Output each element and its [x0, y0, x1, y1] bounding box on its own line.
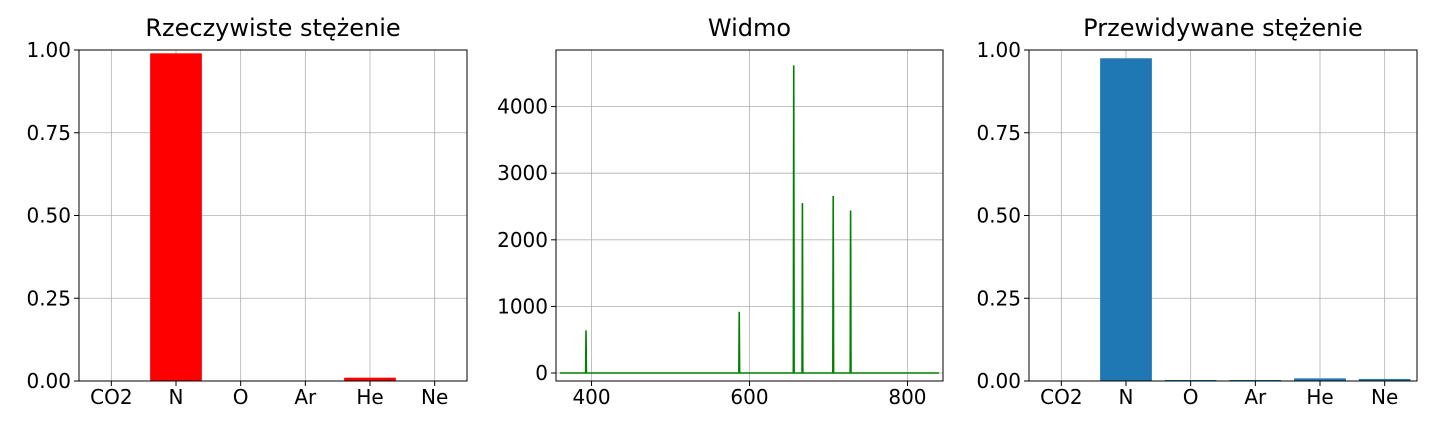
bar-He — [344, 377, 396, 381]
bar-N — [1100, 58, 1152, 382]
y-tick-label: 0.75 — [26, 121, 71, 145]
x-tick-label: He — [1306, 385, 1333, 409]
bar-Ne — [1358, 379, 1411, 381]
chart-panel-2: Widmo 0 1000 2000 3000 4000 400 600 800 — [497, 14, 944, 409]
x-tick-label: CO2 — [1040, 385, 1082, 409]
chart-panel-3: Przewidywane stężenie 0.00 0.25 0.50 0.75 1.0… — [976, 14, 1418, 409]
x-tick-label: 800 — [888, 385, 926, 409]
bar-He — [1294, 378, 1346, 381]
x-tick-label: O — [1183, 385, 1199, 409]
x-tick-label: 400 — [572, 385, 610, 409]
y-tick-label: 0.25 — [26, 286, 71, 310]
y-tick-label: 0.00 — [976, 369, 1021, 393]
x-tick-label: 600 — [730, 385, 768, 409]
y-tick-label: 1.00 — [976, 38, 1021, 62]
x-tick-label: Ne — [1371, 385, 1398, 409]
y-tick-label: 0.25 — [976, 286, 1021, 310]
spectrum-line — [559, 65, 940, 374]
y-tick-label: 0.50 — [976, 204, 1021, 228]
y-tick-label: 0.00 — [26, 369, 71, 393]
bar-N — [150, 53, 202, 382]
x-tick-label: Ar — [294, 385, 317, 409]
chart-title: Przewidywane stężenie — [1083, 14, 1363, 42]
x-tick-label: N — [1119, 385, 1134, 409]
chart-title: Rzeczywiste stężenie — [145, 14, 400, 42]
axes-frame — [555, 49, 944, 382]
axes-frame — [1028, 49, 1418, 382]
x-tick-label: CO2 — [90, 385, 132, 409]
y-tick-label: 3000 — [497, 161, 548, 185]
chart-title: Widmo — [708, 14, 791, 42]
y-tick-label: 2000 — [497, 228, 548, 252]
y-tick-label: 1.00 — [26, 38, 71, 62]
axes-frame — [78, 49, 468, 382]
y-tick-label: 4000 — [497, 95, 548, 119]
x-tick-label: O — [233, 385, 249, 409]
chart-panel-1: Rzeczywiste stężenie 0.00 0.25 0.50 0.75 1.00… — [26, 14, 468, 409]
x-tick-label: Ne — [421, 385, 448, 409]
y-tick-label: 0 — [535, 361, 548, 385]
x-tick-label: N — [169, 385, 184, 409]
x-tick-label: He — [356, 385, 383, 409]
x-tick-label: Ar — [1244, 385, 1267, 409]
y-tick-label: 1000 — [497, 294, 548, 318]
y-tick-label: 0.75 — [976, 121, 1021, 145]
y-tick-label: 0.50 — [26, 204, 71, 228]
